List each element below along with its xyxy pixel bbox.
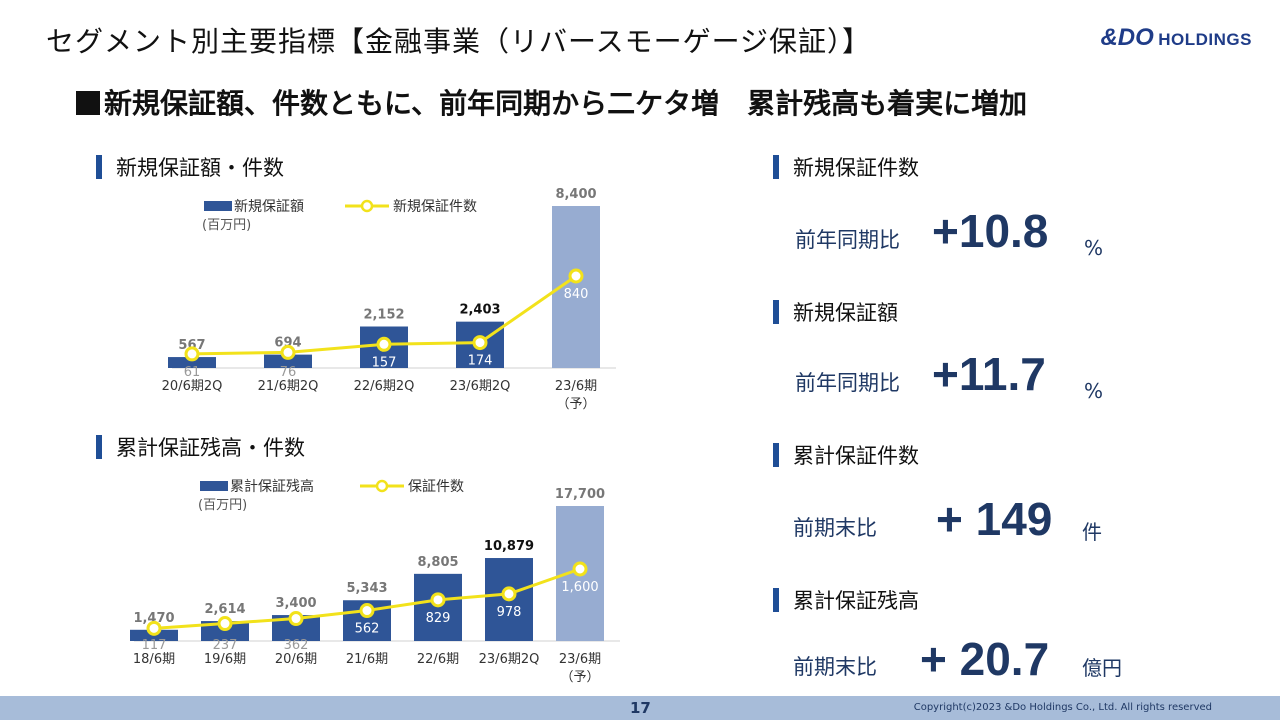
- legend-bar-swatch: [204, 201, 232, 211]
- legend-line-label: 新規保証件数: [393, 199, 477, 215]
- kpi1-title: 新規保証件数: [773, 152, 919, 182]
- category-label: 20/6期: [275, 652, 317, 667]
- line-value-label: 174: [468, 354, 493, 369]
- category-label-sub: （予）: [556, 397, 595, 412]
- kpi2-title: 新規保証額: [773, 297, 898, 327]
- bar: [201, 621, 249, 641]
- bar-value-label: 567: [178, 338, 205, 353]
- bar-value-label: 5,343: [346, 581, 387, 596]
- footer-bar: [0, 696, 1280, 720]
- kpi1-label: 前年同期比: [795, 228, 900, 252]
- category-label: 21/6期: [346, 652, 388, 667]
- kpi3-value: + 149: [936, 493, 1053, 545]
- logo-mark: &DO: [1100, 24, 1154, 51]
- line-value-label: 840: [564, 287, 589, 302]
- line-value-label: 978: [497, 605, 522, 620]
- bar-value-label: 17,700: [555, 487, 605, 502]
- kpi2-unit: %: [1084, 379, 1104, 403]
- kpi4-title: 累計保証残高: [773, 585, 919, 615]
- category-label: 19/6期: [204, 652, 246, 667]
- page-number: 17: [630, 699, 651, 717]
- line-point: [572, 561, 588, 577]
- line-point: [472, 335, 488, 351]
- category-label: 21/6期2Q: [258, 379, 319, 394]
- bar-value-label: 2,152: [363, 307, 404, 322]
- kpi4-value: + 20.7: [920, 633, 1050, 685]
- kpi4-label: 前期末比: [793, 655, 877, 679]
- cumulative-guarantee-chart: 累計保証残高 (百万円) 保証件数 1,470 18/6期 2,614 19/6期 3,400…: [130, 478, 620, 685]
- category-label: 18/6期: [133, 652, 175, 667]
- chart1-title: 新規保証額・件数: [96, 152, 284, 182]
- line-value-label: 117: [142, 638, 167, 653]
- bar: [264, 354, 312, 368]
- kpi2-value: +11.7: [932, 348, 1046, 400]
- kpi3-label: 前期末比: [793, 516, 877, 540]
- line-value-label: 562: [355, 622, 380, 637]
- category-label: 23/6期2Q: [450, 379, 511, 394]
- line-value-label: 157: [372, 355, 397, 370]
- line-point: [568, 268, 584, 284]
- chart2-title: 累計保証残高・件数: [96, 432, 305, 462]
- category-label: 23/6期2Q: [479, 652, 540, 667]
- line-value-label: 829: [426, 611, 451, 626]
- kpi3-title: 累計保証件数: [773, 440, 919, 470]
- bar-value-label: 8,400: [555, 187, 596, 202]
- kpi4-unit: 億円: [1082, 656, 1122, 680]
- line-point: [217, 616, 233, 632]
- new-guarantee-chart: 新規保証額 (百万円) 新規保証件数 567 20/6期2Q 694 21/6期2Q 2,15…: [162, 187, 616, 412]
- copyright: Copyright(c)2023 &Do Holdings Co., Ltd. …: [913, 702, 1212, 713]
- line-point: [184, 346, 200, 362]
- line-value-label: 76: [280, 365, 297, 380]
- category-label: 22/6期: [417, 652, 459, 667]
- legend-bar-label: 累計保証残高: [230, 478, 314, 495]
- bar-value-label: 694: [274, 336, 301, 351]
- legend-line-marker: [375, 479, 389, 493]
- line-point: [280, 344, 296, 360]
- category-label: 22/6期2Q: [354, 379, 415, 394]
- page-title: セグメント別主要指標【金融事業（リバースモーゲージ保証）】: [46, 25, 872, 58]
- bar-value-label: 10,879: [484, 539, 534, 554]
- subtitle-text: 新規保証額、件数ともに、前年同期から二ケタ増 累計残高も着実に増加: [104, 87, 1028, 120]
- logo-text: HOLDINGS: [1158, 30, 1252, 49]
- legend-bar-label: 新規保証額: [234, 199, 304, 215]
- category-label: 23/6期: [555, 379, 597, 394]
- line-value-label: 237: [213, 638, 238, 653]
- page-subtitle: 新規保証額、件数ともに、前年同期から二ケタ増 累計残高も着実に増加: [76, 82, 1027, 122]
- category-label: 23/6期: [559, 652, 601, 667]
- category-label-sub: （予）: [560, 670, 599, 685]
- line-point: [359, 603, 375, 619]
- legend-bar-unit: (百万円): [198, 498, 247, 513]
- kpi1-unit: %: [1084, 236, 1104, 260]
- category-label: 20/6期2Q: [162, 379, 223, 394]
- line-point: [430, 592, 446, 608]
- legend-line-label: 保証件数: [408, 479, 464, 495]
- kpi1-value: +10.8: [932, 205, 1049, 257]
- legend-bar-unit: (百万円): [202, 218, 251, 233]
- kpi2-label: 前年同期比: [795, 371, 900, 395]
- line-point: [146, 620, 162, 636]
- bar: [168, 357, 216, 368]
- legend-line-marker: [360, 199, 374, 213]
- kpi3-unit: 件: [1082, 520, 1102, 544]
- bar-value-label: 3,400: [275, 596, 316, 611]
- line-value-label: 1,600: [561, 580, 598, 595]
- bar-value-label: 1,470: [133, 611, 174, 626]
- line-value-label: 362: [284, 638, 309, 653]
- line-point: [501, 586, 517, 602]
- bar-value-label: 2,614: [204, 602, 245, 617]
- line-value-label: 61: [184, 365, 201, 380]
- line-point: [288, 611, 304, 627]
- line-point: [376, 336, 392, 352]
- square-bullet-icon: [76, 91, 100, 115]
- bar-value-label: 8,805: [417, 555, 458, 570]
- bar: [414, 573, 462, 641]
- company-logo: &DO HOLDINGS: [1100, 24, 1252, 52]
- legend-bar-swatch: [200, 481, 228, 491]
- bar-value-label: 2,403: [459, 303, 500, 318]
